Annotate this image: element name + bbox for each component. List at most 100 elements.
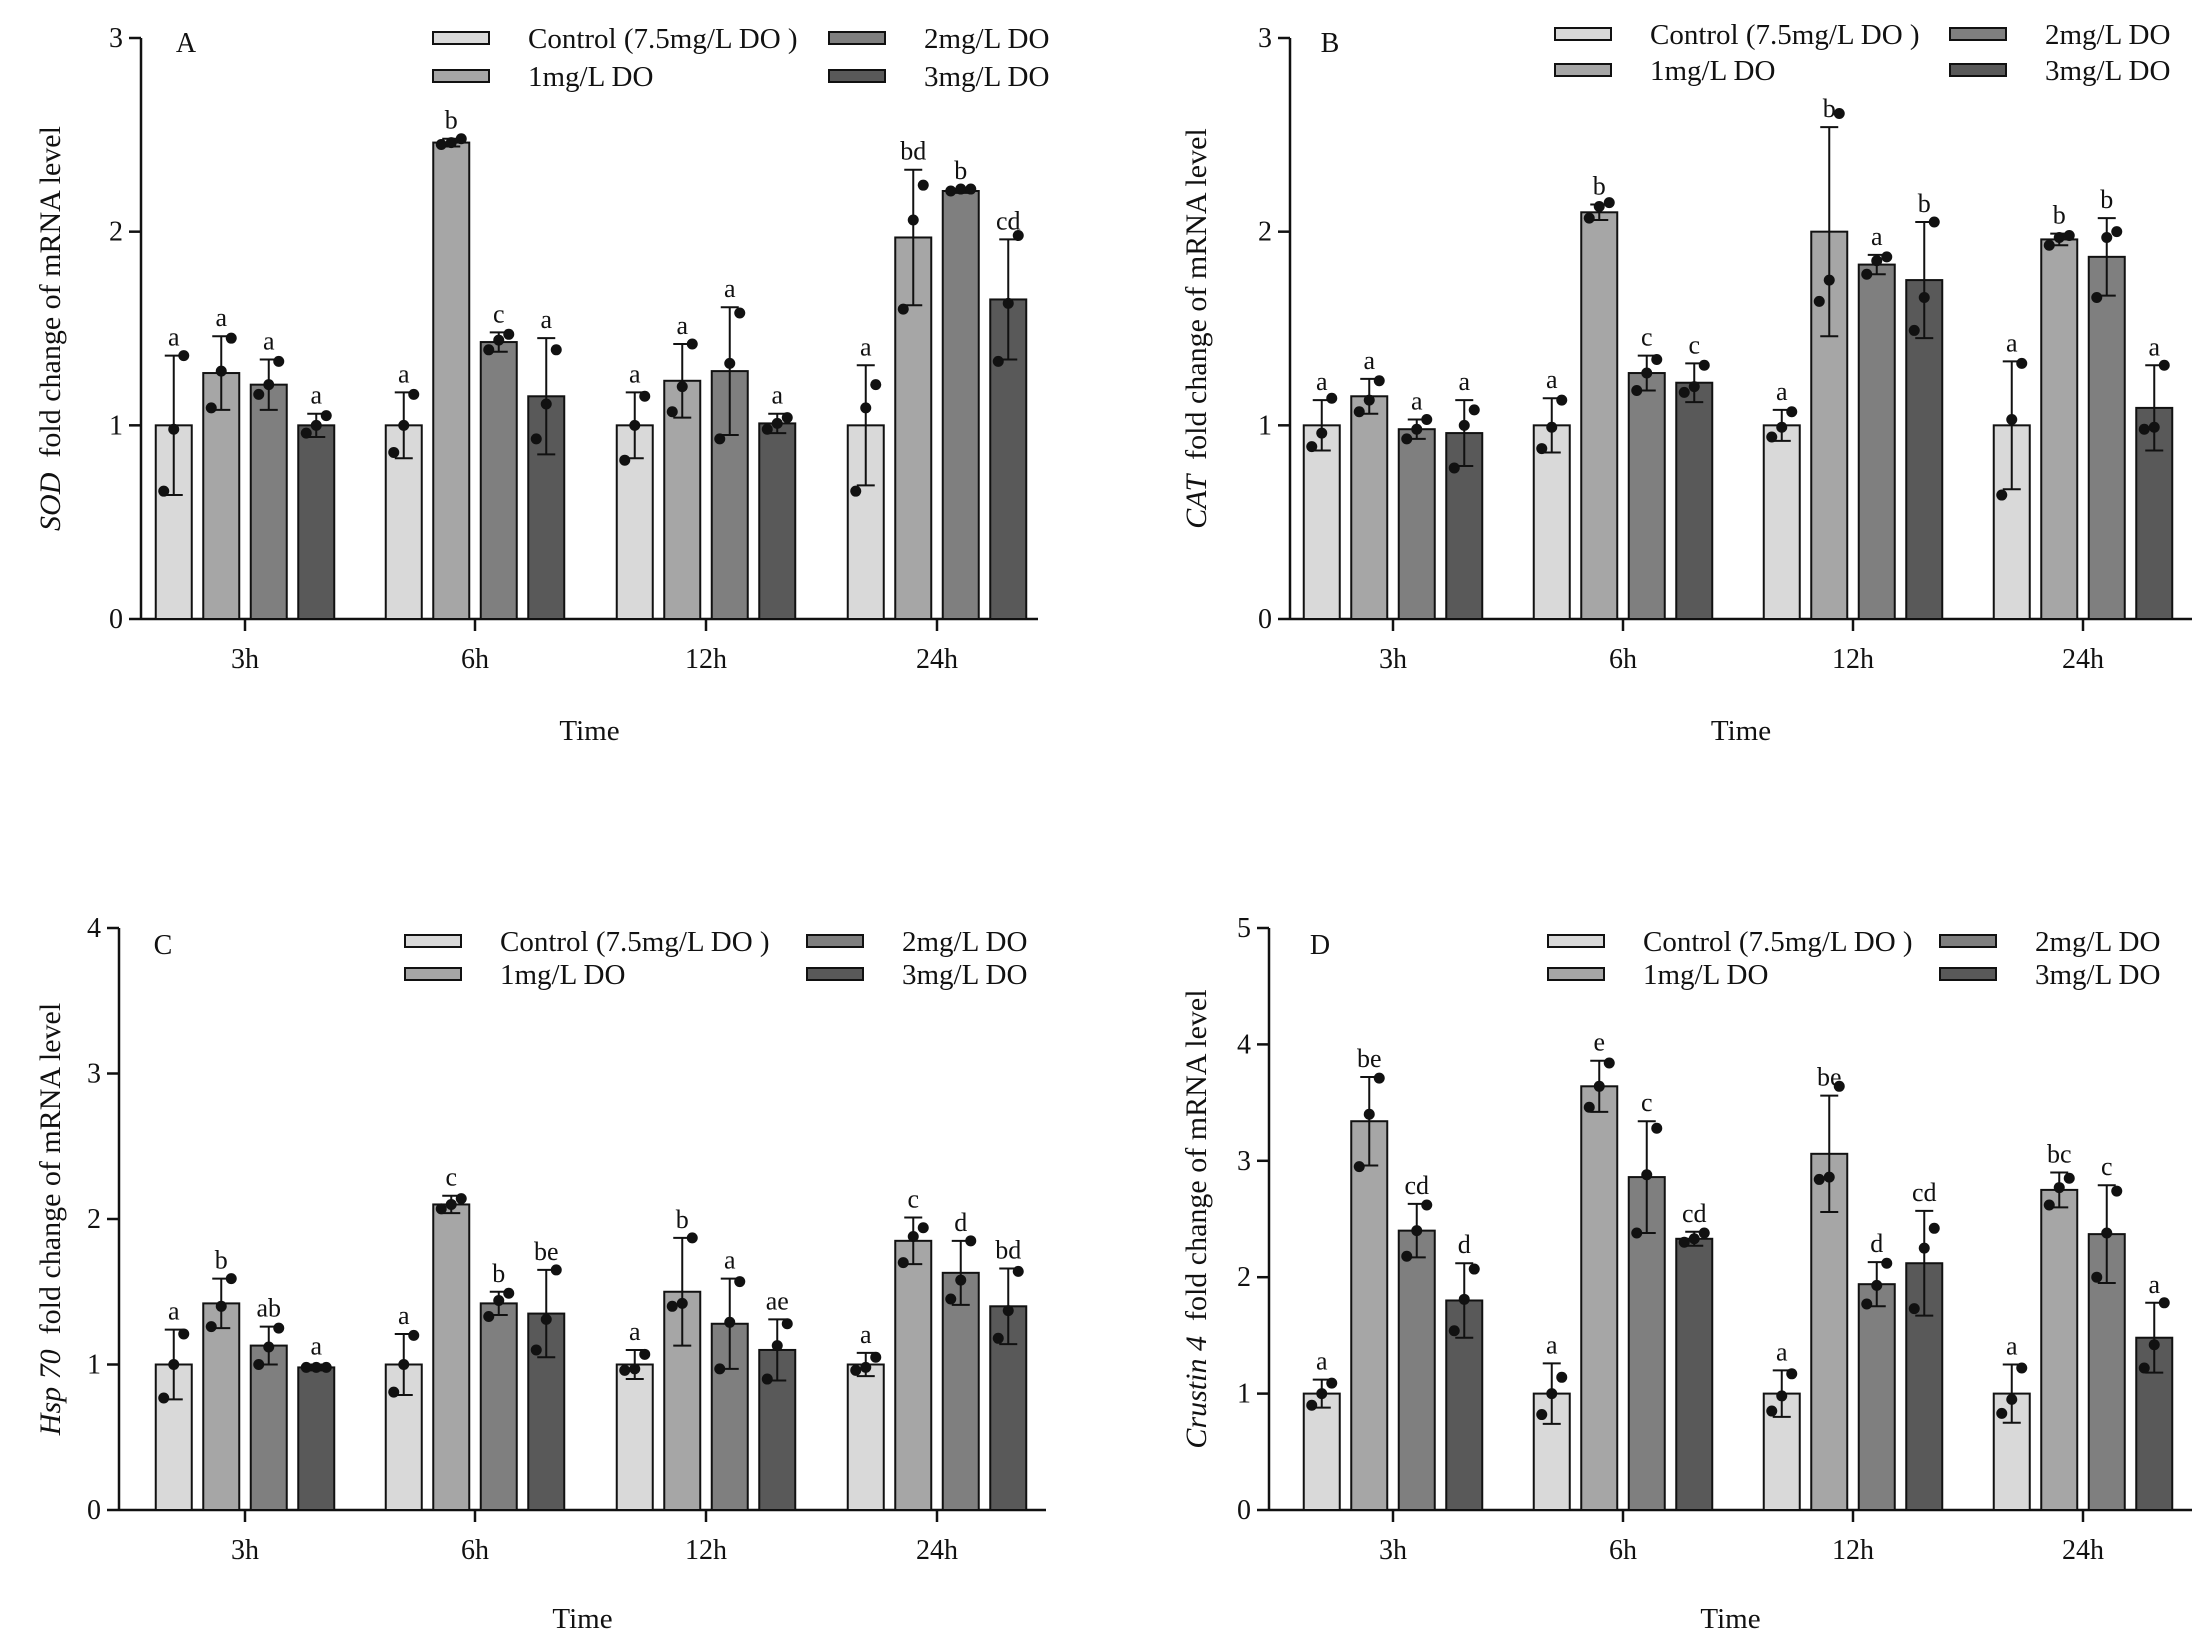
data-point bbox=[455, 133, 467, 145]
y-tick-label: 0 bbox=[87, 1495, 101, 1526]
data-point bbox=[2063, 230, 2075, 242]
data-point bbox=[483, 1310, 495, 1322]
legend-swatch bbox=[404, 934, 462, 948]
bar bbox=[1675, 1237, 1714, 1511]
y-axis-label: Crustin 4 fold change of mRNA level bbox=[1180, 989, 1213, 1448]
legend-swatch bbox=[1949, 27, 2007, 41]
data-point bbox=[540, 398, 552, 410]
legend-label: 2mg/L DO bbox=[2045, 19, 2170, 51]
data-point bbox=[503, 1287, 515, 1299]
significance-label: a bbox=[629, 1317, 641, 1346]
data-point bbox=[2043, 239, 2055, 251]
data-point bbox=[408, 1329, 420, 1341]
data-point bbox=[945, 185, 957, 197]
x-tick-label: 24h bbox=[2062, 644, 2104, 675]
bar bbox=[249, 383, 288, 620]
y-axis-label: CAT fold change of mRNA level bbox=[1180, 128, 1213, 529]
data-point bbox=[1556, 1371, 1568, 1383]
data-point bbox=[1363, 1108, 1375, 1120]
legend-swatch bbox=[1554, 27, 1612, 41]
significance-label: a bbox=[540, 305, 552, 334]
bar bbox=[1762, 424, 1801, 621]
data-point bbox=[917, 1222, 929, 1234]
significance-label: c bbox=[493, 299, 505, 328]
data-point bbox=[992, 355, 1004, 367]
data-point bbox=[1468, 404, 1480, 416]
data-point bbox=[483, 344, 495, 356]
data-point bbox=[1688, 1233, 1700, 1245]
data-point bbox=[1306, 1399, 1318, 1411]
data-point bbox=[1766, 1405, 1778, 1417]
panel-letter: C bbox=[154, 930, 173, 961]
data-point bbox=[1833, 108, 1845, 120]
data-point bbox=[445, 1198, 457, 1210]
x-axis-label: Time bbox=[559, 715, 619, 747]
data-point bbox=[897, 1257, 909, 1269]
y-axis-label-text: fold change of mRNA level bbox=[34, 126, 67, 458]
bar bbox=[941, 189, 980, 620]
bar bbox=[894, 1239, 933, 1511]
significance-label: e bbox=[1593, 1028, 1605, 1057]
y-tick-label: 3 bbox=[1237, 1146, 1251, 1177]
data-point bbox=[2158, 359, 2170, 371]
legend-swatch bbox=[806, 967, 864, 981]
significance-label: b bbox=[1823, 94, 1836, 123]
data-point bbox=[1593, 1080, 1605, 1092]
data-point bbox=[2016, 1362, 2028, 1374]
data-point bbox=[398, 1359, 410, 1370]
y-tick-label: 2 bbox=[87, 1204, 101, 1235]
data-point bbox=[1316, 1388, 1328, 1400]
data-point bbox=[724, 1316, 736, 1328]
data-point bbox=[320, 1361, 332, 1373]
significance-label: b bbox=[215, 1246, 228, 1275]
data-point bbox=[435, 1203, 447, 1215]
data-point bbox=[2138, 1362, 2150, 1374]
significance-label: a bbox=[1316, 367, 1328, 396]
data-point bbox=[2006, 414, 2018, 426]
data-point bbox=[1411, 1225, 1423, 1237]
data-point bbox=[310, 419, 322, 431]
significance-label: a bbox=[771, 381, 783, 410]
significance-label: a bbox=[1411, 387, 1423, 416]
significance-label: a bbox=[2148, 1270, 2160, 1299]
data-point bbox=[445, 137, 457, 149]
data-point bbox=[273, 1322, 285, 1334]
legend-swatch bbox=[1547, 967, 1605, 981]
data-point bbox=[158, 1392, 170, 1404]
significance-label: a bbox=[724, 274, 736, 303]
panel-letter: D bbox=[1310, 930, 1330, 961]
data-point bbox=[1698, 1227, 1710, 1239]
y-axis-label: SOD fold change of mRNA level bbox=[34, 126, 67, 531]
y-tick-label: 0 bbox=[109, 604, 123, 635]
data-point bbox=[253, 1359, 265, 1370]
data-point bbox=[1468, 1263, 1480, 1275]
significance-label: d bbox=[1870, 1229, 1883, 1258]
data-point bbox=[781, 412, 793, 424]
data-point bbox=[629, 1363, 641, 1375]
data-point bbox=[178, 350, 190, 362]
significance-label: a bbox=[398, 1301, 410, 1330]
chart-panel-D: 0 1 2 3 4 5 Crustin 4 fold change of mRNA leve… bbox=[1180, 913, 2192, 1635]
data-point bbox=[1881, 1257, 1893, 1269]
data-point bbox=[2148, 421, 2160, 433]
data-point bbox=[1546, 421, 1558, 433]
bar bbox=[2040, 238, 2079, 620]
data-point bbox=[1421, 414, 1433, 426]
data-point bbox=[1593, 200, 1605, 212]
y-axis-label-gene: Hsp 70 bbox=[34, 1349, 67, 1436]
data-point bbox=[530, 1344, 542, 1356]
data-point bbox=[1583, 212, 1595, 224]
significance-label: a bbox=[1871, 222, 1883, 251]
x-tick-label: 6h bbox=[1609, 644, 1637, 675]
data-point bbox=[945, 1293, 957, 1305]
y-tick-label: 0 bbox=[1258, 604, 1272, 635]
x-axis-label: Time bbox=[1711, 715, 1771, 747]
legend-label: Control (7.5mg/L DO ) bbox=[1643, 926, 1913, 958]
y-tick-label: 2 bbox=[1237, 1262, 1251, 1293]
significance-label: a bbox=[629, 359, 641, 388]
significance-label: a bbox=[2006, 328, 2018, 357]
x-tick-label: 3h bbox=[231, 644, 259, 675]
significance-label: cd bbox=[1682, 1199, 1707, 1228]
data-point bbox=[714, 1363, 726, 1375]
bar bbox=[1532, 424, 1571, 621]
